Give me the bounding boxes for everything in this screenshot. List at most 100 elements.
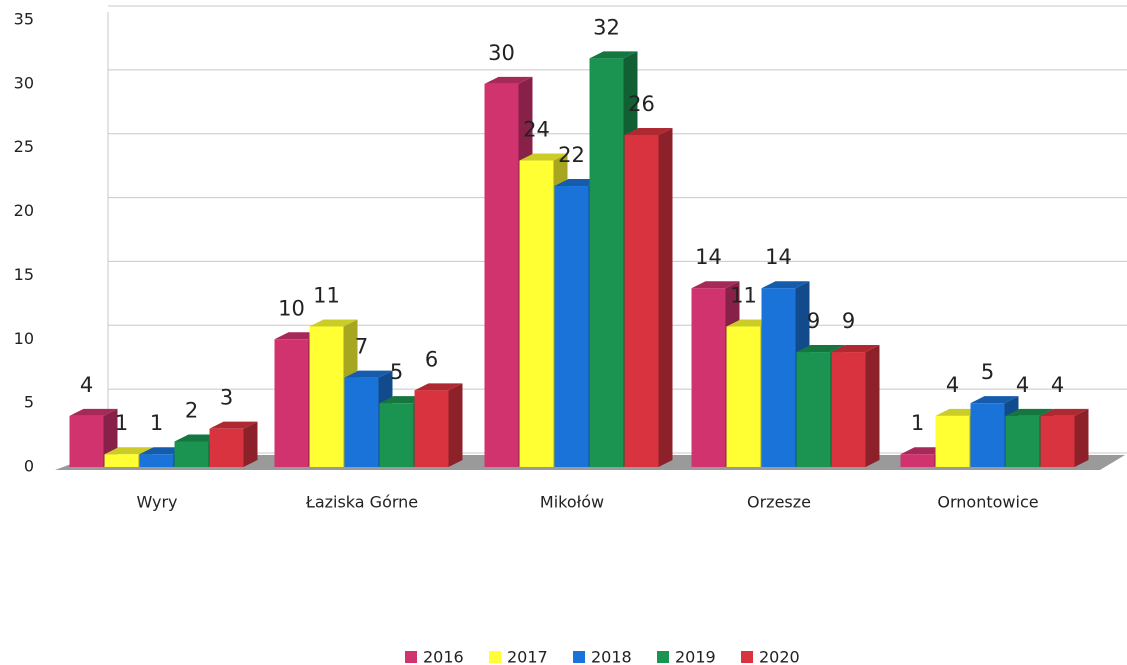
bar-front	[309, 326, 344, 467]
y-tick-label: 20	[14, 201, 34, 220]
bar-front	[1040, 415, 1075, 467]
bar	[209, 421, 258, 467]
data-label: 1	[150, 411, 163, 435]
bar	[831, 345, 880, 467]
bar-top	[104, 447, 153, 455]
bar	[69, 408, 118, 467]
bar-side	[1074, 408, 1089, 467]
x-tick-label: Mikołów	[540, 493, 604, 512]
bar-top	[484, 76, 533, 84]
bar-front	[139, 454, 174, 467]
bar-front	[935, 415, 970, 467]
data-label: 1	[911, 411, 924, 435]
bar-front	[589, 58, 624, 468]
bar-top	[796, 345, 845, 353]
bar-front	[761, 288, 796, 467]
legend-swatch	[573, 651, 585, 663]
data-label: 10	[278, 296, 305, 320]
legend-label: 2016	[423, 648, 464, 665]
y-tick-label: 0	[24, 457, 34, 476]
legend-swatch	[489, 651, 501, 663]
bar-side	[243, 421, 258, 467]
data-label: 24	[523, 117, 550, 141]
data-label: 3	[220, 386, 233, 410]
data-label: 11	[313, 284, 340, 308]
bar-top	[209, 421, 258, 429]
bar-front	[554, 186, 589, 467]
y-tick-label: 10	[14, 329, 34, 348]
data-label: 4	[1051, 373, 1064, 397]
data-label: 1	[115, 411, 128, 435]
y-tick-label: 5	[24, 393, 34, 412]
x-tick-label: Ornontowice	[937, 493, 1038, 512]
legend-label: 2020	[759, 648, 800, 665]
data-label: 32	[593, 15, 620, 39]
bar	[1040, 408, 1089, 467]
bar-side	[448, 383, 463, 467]
data-label: 4	[946, 373, 959, 397]
legend-swatch	[657, 651, 669, 663]
data-label: 9	[807, 309, 820, 333]
bar-front	[1005, 415, 1040, 467]
data-label: 2	[185, 398, 198, 422]
data-label: 9	[842, 309, 855, 333]
bar-top	[761, 281, 810, 289]
bar-side	[865, 345, 880, 467]
bar-top	[519, 153, 568, 161]
bar-top	[831, 345, 880, 353]
bar-front	[796, 352, 831, 467]
bar-top	[691, 281, 740, 289]
bar-front	[379, 403, 414, 467]
data-label: 14	[695, 245, 722, 269]
bar-front	[691, 288, 726, 467]
legend-label: 2018	[591, 648, 632, 665]
data-label: 5	[981, 360, 994, 384]
bar-front	[900, 454, 935, 467]
bar-top	[309, 319, 358, 327]
data-label: 5	[390, 360, 403, 384]
y-tick-label: 15	[14, 265, 34, 284]
x-tick-label: Wyry	[136, 493, 177, 512]
bar-front	[174, 441, 209, 467]
bar-top	[1005, 408, 1054, 416]
data-label: 22	[558, 143, 585, 167]
legend-swatch	[405, 651, 417, 663]
bar-front	[414, 390, 449, 467]
bar-front	[831, 352, 866, 467]
bar-front	[274, 339, 309, 467]
data-label: 4	[80, 373, 93, 397]
data-label: 6	[425, 347, 438, 371]
bar-top	[624, 127, 673, 135]
bar-front	[344, 377, 379, 467]
data-label: 11	[730, 284, 757, 308]
bar-front	[519, 160, 554, 467]
bar-top	[414, 383, 463, 391]
bar-front	[104, 454, 139, 467]
y-tick-label: 35	[14, 10, 34, 29]
data-label: 4	[1016, 373, 1029, 397]
x-tick-label: Orzesze	[747, 493, 811, 512]
bar-front	[726, 326, 761, 467]
data-label: 30	[488, 41, 515, 65]
bar	[414, 383, 463, 467]
bar-top	[344, 370, 393, 378]
bar-top	[970, 396, 1019, 404]
legend-label: 2017	[507, 648, 548, 665]
bar-front	[69, 415, 104, 467]
data-label: 7	[355, 335, 368, 359]
bar-side	[658, 127, 673, 467]
x-tick-label: Łaziska Górne	[305, 493, 418, 512]
y-tick-label: 25	[14, 137, 34, 156]
bar-top	[69, 408, 118, 416]
data-label: 14	[765, 245, 792, 269]
bar-top	[589, 51, 638, 59]
data-label: 26	[628, 92, 655, 116]
bar-front	[624, 134, 659, 467]
bar-front	[209, 428, 244, 467]
y-tick-label: 30	[14, 73, 34, 92]
bar	[624, 127, 673, 467]
legend-label: 2019	[675, 648, 716, 665]
legend-swatch	[741, 651, 753, 663]
bar-front	[970, 403, 1005, 467]
